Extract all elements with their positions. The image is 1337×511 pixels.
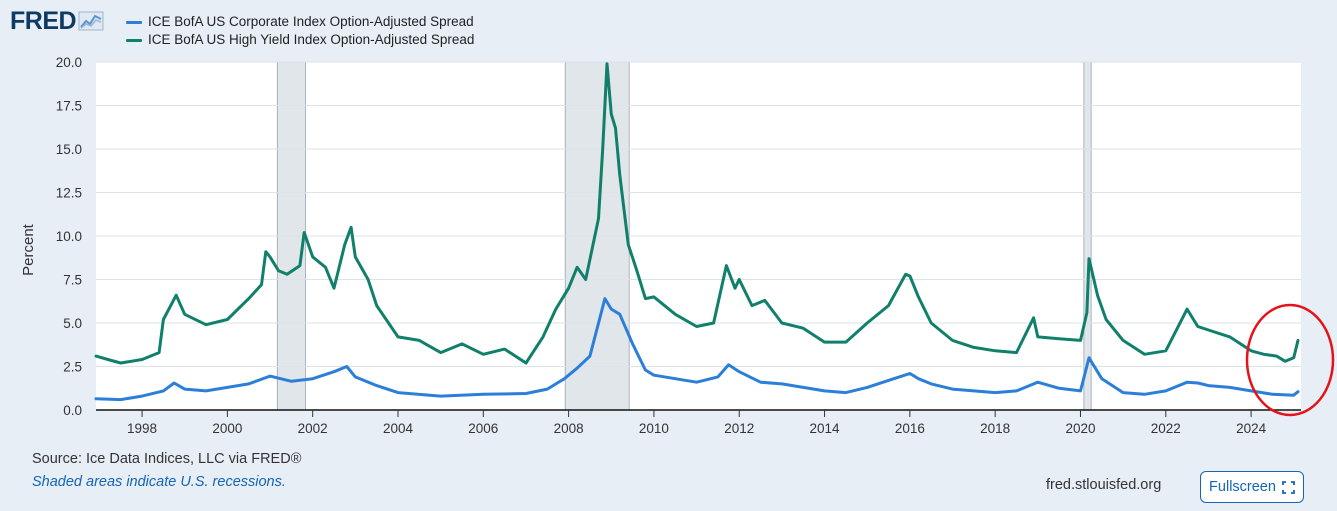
x-tick-label: 2008 (554, 421, 584, 436)
grid-lines (96, 61, 1301, 367)
y-tick-label: 20.0 (56, 55, 82, 70)
x-tick-label: 2002 (298, 421, 328, 436)
x-tick-label: 2006 (468, 421, 498, 436)
y-tick-label: 15.0 (56, 142, 82, 157)
line-chart: 20.0 17.5 15.0 12.5 10.0 7.5 5.0 2.5 0.0 1998 200… (56, 55, 1335, 436)
y-tick-label: 7.5 (63, 273, 82, 288)
y-tick-label: 10.0 (56, 229, 82, 244)
legend-item-high-yield[interactable]: ICE BofA US High Yield Index Option-Adju… (126, 31, 474, 49)
x-tick-label: 1998 (127, 421, 157, 436)
legend-item-corporate[interactable]: ICE BofA US Corporate Index Option-Adjus… (126, 13, 474, 31)
legend-label-high-yield: ICE BofA US High Yield Index Option-Adju… (148, 32, 475, 47)
fullscreen-button[interactable]: Fullscreen (1200, 471, 1304, 503)
line-chart-icon (78, 11, 104, 31)
x-tick-label: 2016 (895, 421, 925, 436)
x-tick-label: 2020 (1065, 421, 1095, 436)
y-tick-labels: 20.0 17.5 15.0 12.5 10.0 7.5 5.0 2.5 0.0 (56, 55, 82, 418)
y-tick-label: 12.5 (56, 186, 82, 201)
x-tick-label: 2004 (383, 421, 414, 436)
series-line-corporate[interactable] (94, 297, 1300, 402)
red-circle-annotation (1245, 303, 1335, 417)
fred-logo[interactable]: FRED (10, 6, 104, 36)
chart-legend: ICE BofA US Corporate Index Option-Adjus… (126, 13, 474, 49)
x-tick-label: 2022 (1151, 421, 1181, 436)
recession-note[interactable]: Shaded areas indicate U.S. recessions. (32, 474, 286, 490)
legend-swatch-corporate (126, 20, 142, 24)
source-note: Source: Ice Data Indices, LLC via FRED® (32, 451, 302, 467)
series-line-high-yield[interactable] (94, 62, 1300, 365)
y-tick-label: 5.0 (63, 316, 82, 331)
fred-logo-text: FRED (10, 6, 77, 35)
fullscreen-label: Fullscreen (1209, 479, 1276, 495)
series-lines (94, 62, 1300, 402)
y-tick-label: 17.5 (56, 99, 82, 114)
x-tick-label: 2018 (980, 421, 1010, 436)
expand-icon (1282, 480, 1295, 494)
x-tick-label: 2010 (639, 421, 669, 436)
x-tick-label: 2012 (724, 421, 754, 436)
legend-label-corporate: ICE BofA US Corporate Index Option-Adjus… (148, 14, 474, 29)
y-tick-label: 2.5 (63, 360, 82, 375)
site-url[interactable]: fred.stlouisfed.org (1046, 477, 1162, 493)
x-tick-labels: 1998 2000 2002 2004 2006 2008 2010 2012 2014 2016… (127, 410, 1267, 436)
legend-swatch-high-yield (126, 38, 142, 42)
x-tick-label: 2024 (1236, 421, 1267, 436)
x-tick-label: 2000 (212, 421, 242, 436)
x-tick-label: 2014 (810, 421, 841, 436)
y-tick-label: 0.0 (63, 403, 82, 418)
